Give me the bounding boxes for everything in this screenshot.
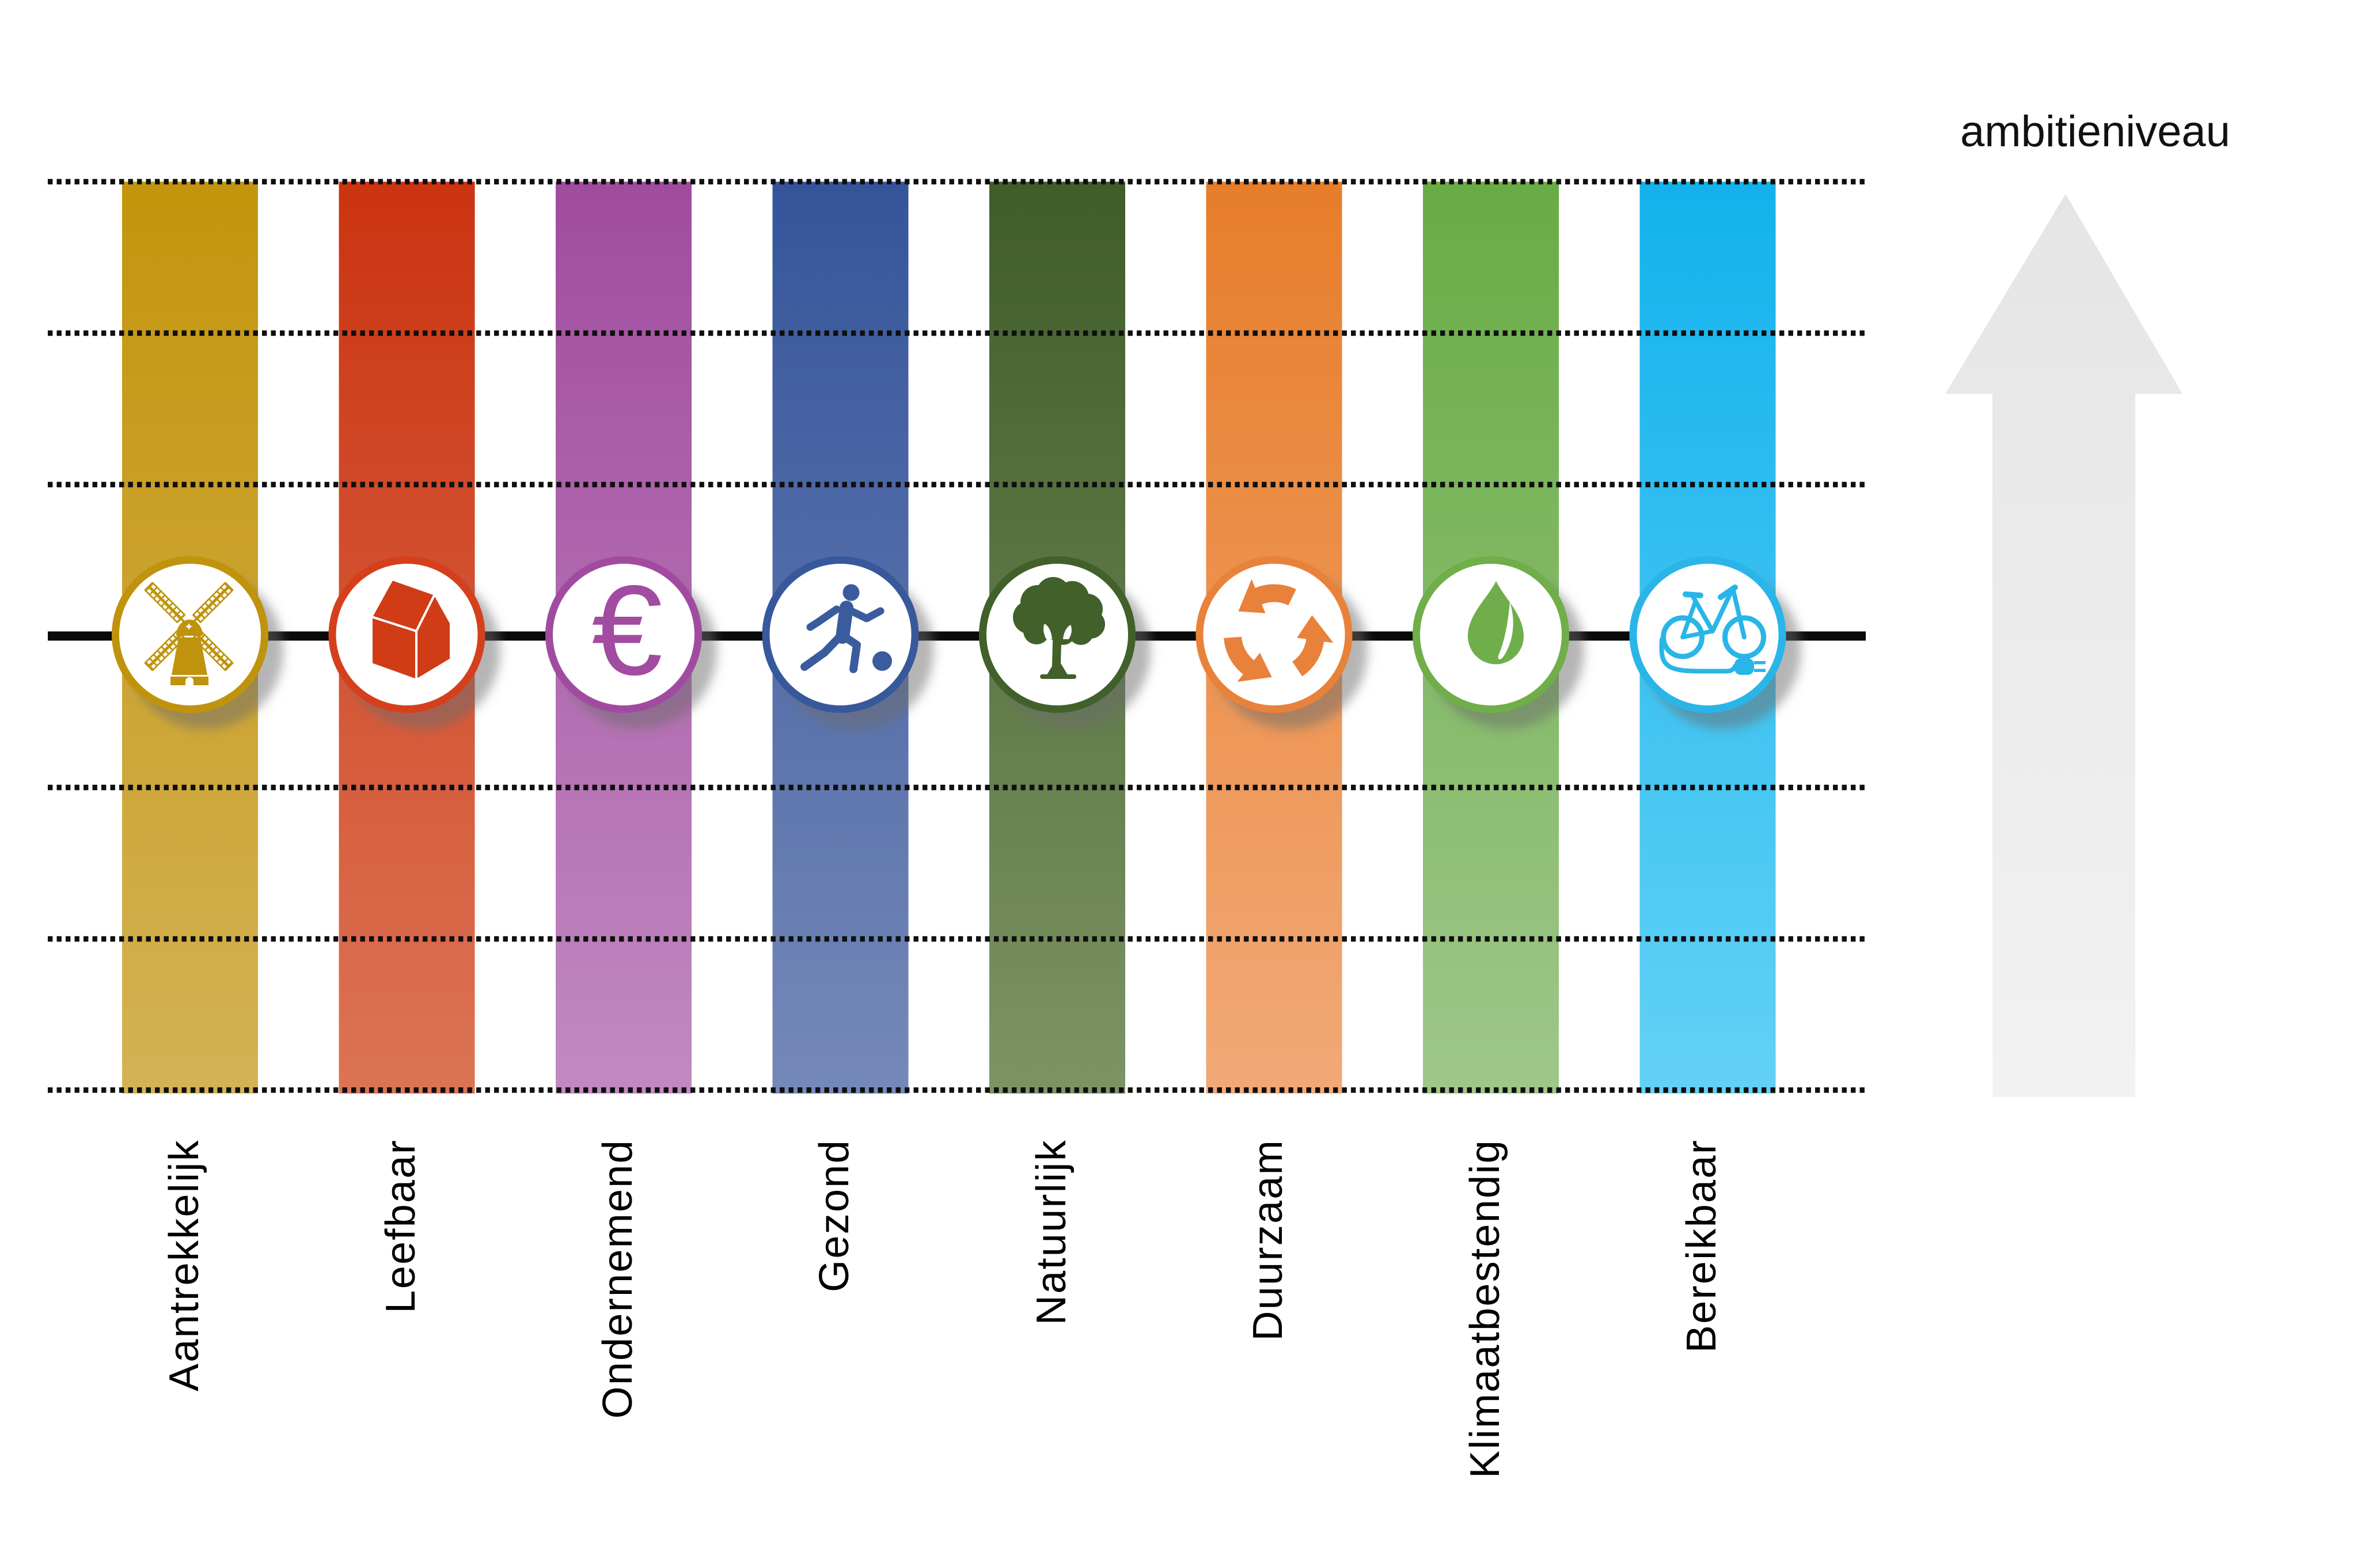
- svg-text:Klimaatbestendig: Klimaatbestendig: [1462, 1139, 1508, 1478]
- svg-text:ambitieniveau: ambitieniveau: [1960, 107, 2230, 156]
- svg-text:Leefbaar: Leefbaar: [378, 1139, 424, 1314]
- svg-text:Natuurlijk: Natuurlijk: [1028, 1139, 1075, 1325]
- svg-text:Gezond: Gezond: [811, 1139, 857, 1292]
- svg-text:Duurzaam: Duurzaam: [1245, 1139, 1291, 1341]
- svg-text:Aantrekkelijk: Aantrekkelijk: [161, 1139, 207, 1391]
- svg-text:€: €: [591, 559, 662, 702]
- svg-text:Ondernemend: Ondernemend: [595, 1139, 641, 1419]
- svg-text:Bereikbaar: Bereikbaar: [1679, 1139, 1725, 1353]
